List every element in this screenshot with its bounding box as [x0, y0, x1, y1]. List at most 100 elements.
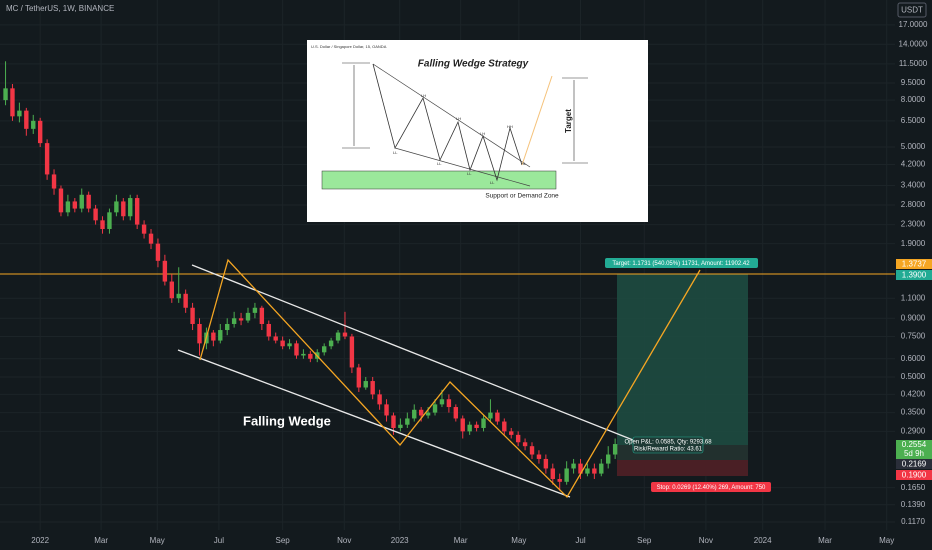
last-price-box: [896, 440, 932, 459]
candle-body: [425, 412, 431, 416]
y-tick-label: 4.2000: [901, 160, 926, 169]
wedge-upper: [191, 264, 634, 441]
candle-body: [86, 194, 91, 209]
candle-body: [190, 307, 195, 324]
candle-body: [578, 463, 583, 474]
y-tick-label: 0.1650: [901, 483, 926, 492]
pnl-label: Open P&L: 0.0585, Qty: 9293.68: [624, 440, 712, 446]
candle-body: [238, 318, 244, 321]
y-tick-label: 8.0000: [901, 95, 926, 104]
candle-body: [384, 404, 389, 416]
stop-box: [651, 482, 771, 492]
candle-body: [328, 340, 334, 347]
candle-body: [377, 394, 382, 405]
y-tick-label: 0.7500: [901, 332, 926, 341]
pattern-label: Falling Wedge: [243, 413, 331, 428]
inset-point: LL: [490, 180, 495, 185]
x-tick-label: Jul: [575, 536, 585, 545]
x-tick-label: Jul: [214, 536, 224, 545]
candle-body: [79, 194, 84, 209]
candle-body: [308, 353, 313, 359]
target-label: Target: 1.1731 (540.05%) 11731, Amount: …: [612, 261, 750, 267]
candle-body: [245, 312, 251, 321]
x-tick-label: 2024: [754, 536, 772, 545]
inset-target: Target: [564, 109, 573, 133]
x-tick-label: Nov: [337, 536, 351, 545]
candle-body: [439, 399, 445, 405]
candle-body: [65, 201, 71, 213]
entry-price-box: [896, 459, 932, 469]
candle-body: [522, 442, 528, 447]
entry-price: 0.2169: [902, 460, 927, 469]
x-tick-label: Nov: [699, 536, 713, 545]
candle-body: [398, 424, 403, 428]
inset-point: LH: [480, 131, 485, 136]
x-tick-label: Mar: [454, 536, 468, 545]
chart-title: MC / TetherUS, 1W, BINANCE: [6, 4, 114, 13]
y-tick-label: 2.8000: [901, 200, 926, 209]
candle-body: [44, 143, 50, 175]
candle-body: [107, 212, 112, 230]
target-price-box: [896, 270, 932, 280]
candle-body: [536, 454, 542, 459]
candle-body: [301, 353, 306, 356]
inset-zone: [321, 170, 557, 190]
candle-body: [197, 323, 202, 344]
candle-body: [412, 409, 417, 419]
candle-body: [162, 260, 168, 282]
candle-body: [418, 409, 424, 416]
candle-body: [612, 444, 618, 455]
inset-breakout: [521, 75, 553, 166]
y-tick-label: 17.0000: [899, 20, 928, 29]
inset-background: [307, 40, 648, 222]
candle-body: [100, 220, 105, 230]
y-tick-label: 2.3000: [901, 220, 926, 229]
candle-body: [502, 421, 507, 432]
candle-body: [183, 293, 188, 308]
candle-body: [585, 468, 590, 474]
candle-body: [280, 340, 285, 347]
candle-body: [58, 188, 64, 213]
candle-body: [571, 463, 576, 469]
candle-body: [287, 343, 292, 347]
inset: U.S. Dollar / Singapore Dollar, 15, OAND…: [307, 40, 648, 222]
inset-point: LL: [437, 161, 442, 166]
candle-body: [218, 330, 223, 341]
line-price: 1.3737: [902, 260, 927, 269]
stop-zone: [617, 460, 748, 476]
x-tick-label: 2022: [31, 536, 49, 545]
candle-body: [550, 468, 555, 479]
y-tick-label: 0.2900: [901, 426, 926, 435]
candle-body: [51, 174, 57, 189]
candle-body: [592, 468, 597, 474]
y-tick-label: 0.5000: [901, 372, 926, 381]
candle-body: [121, 201, 126, 217]
candle-body: [474, 424, 479, 428]
y-tick-label: 0.6000: [901, 354, 926, 363]
y-tick-label: 0.1390: [901, 500, 926, 509]
x-tick-label: 2023: [391, 536, 409, 545]
candle-body: [349, 336, 355, 368]
inset-source: U.S. Dollar / Singapore Dollar, 15, OAND…: [311, 44, 387, 49]
inset-point: LH: [456, 116, 461, 121]
candle-body: [128, 198, 133, 217]
candle-body: [134, 198, 140, 225]
candle-body: [557, 478, 562, 482]
x-tick-label: May: [879, 536, 894, 545]
y-tick-label: 6.5000: [901, 116, 926, 125]
candle-body: [266, 323, 271, 337]
candle-body: [495, 412, 500, 422]
candle-body: [294, 343, 299, 356]
candle-body: [335, 332, 341, 341]
candle-body: [446, 399, 452, 408]
candle-body: [599, 463, 604, 474]
candle-body: [141, 224, 147, 234]
candle-body: [363, 381, 368, 388]
y-tick-label: 1.9000: [901, 239, 926, 248]
rr-label: Risk/Reward Ratio: 43.61: [634, 447, 703, 453]
candle-body: [148, 233, 154, 244]
candle-body: [273, 336, 278, 341]
candle-body: [17, 110, 22, 117]
stop-price: 0.1900: [902, 471, 927, 480]
